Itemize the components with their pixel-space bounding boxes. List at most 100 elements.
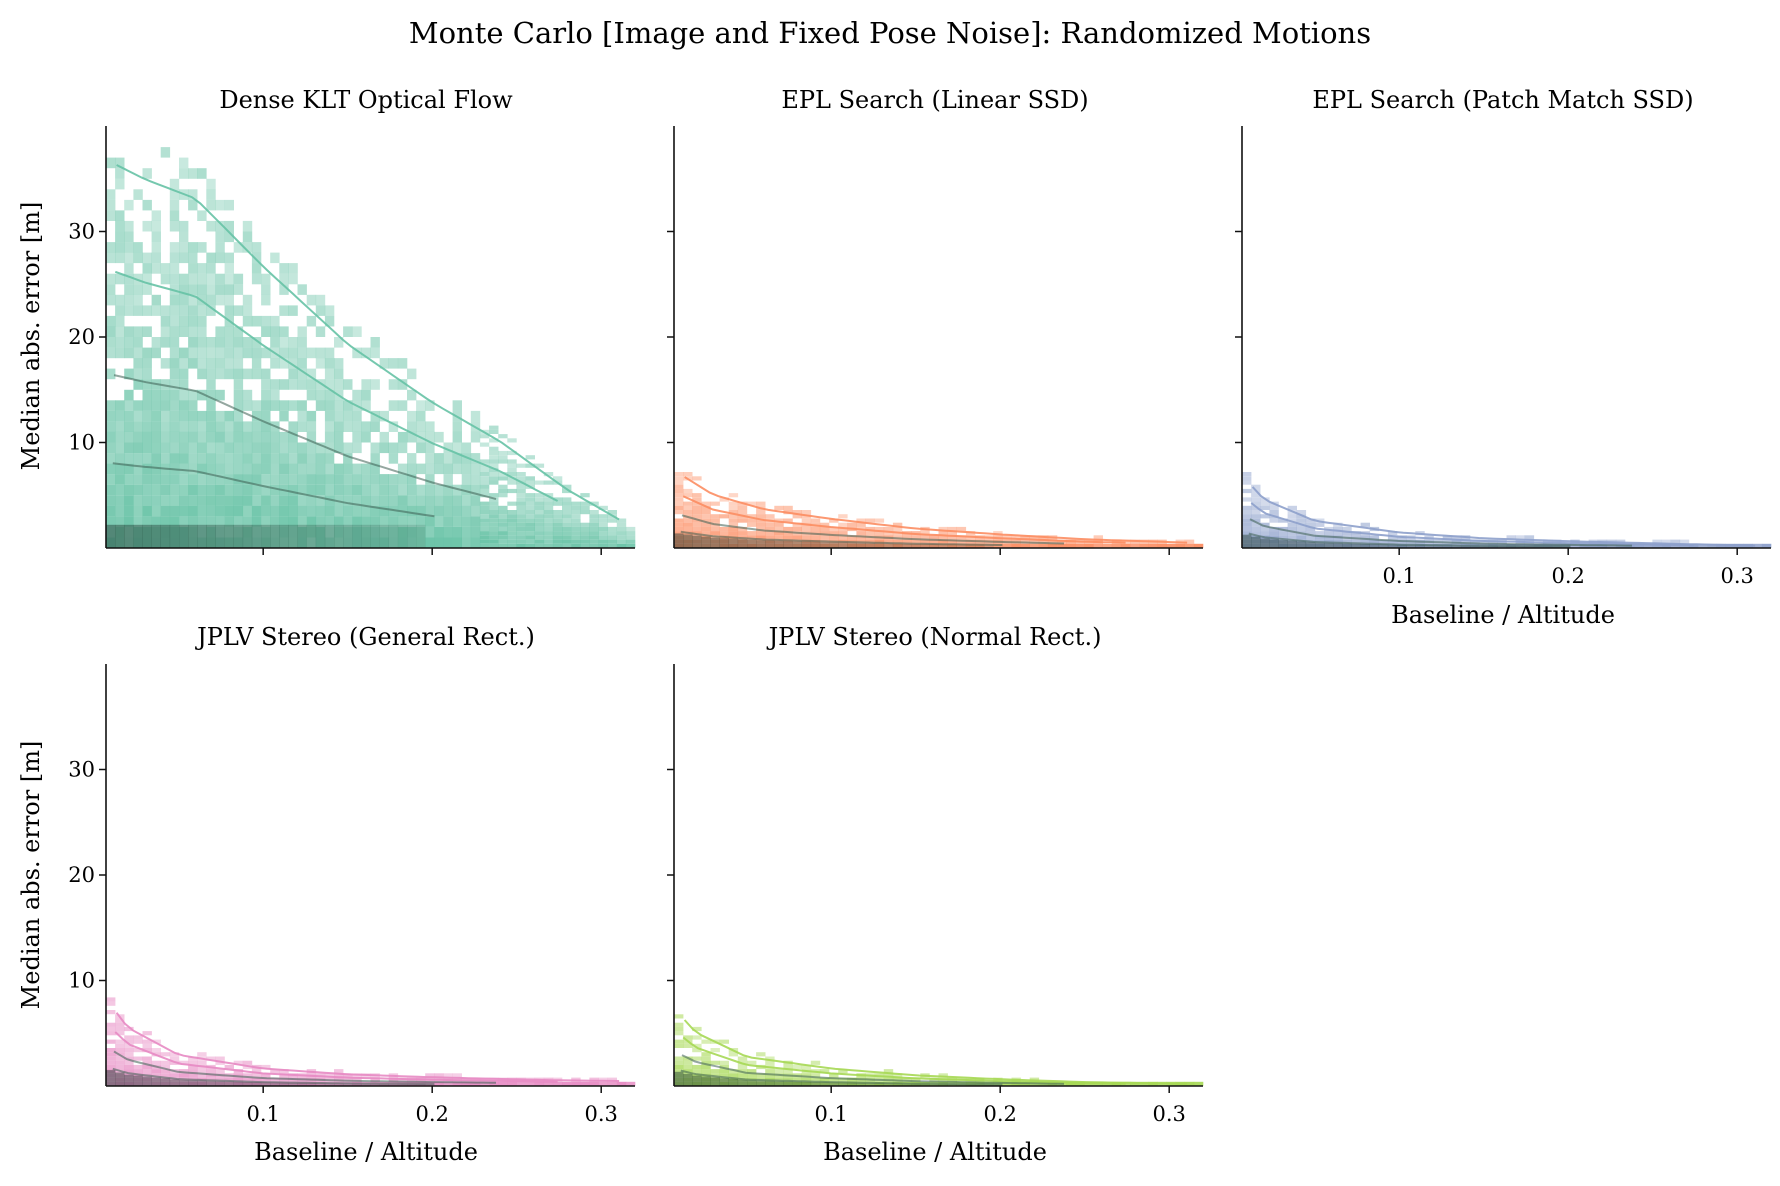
density-cell xyxy=(1369,543,1380,548)
density-cell xyxy=(1287,505,1297,510)
density-cell xyxy=(1360,539,1370,544)
density-cell xyxy=(1066,1081,1076,1086)
density-cell xyxy=(124,453,134,464)
density-cell xyxy=(315,347,326,359)
density-core-cell xyxy=(288,524,298,548)
density-cell xyxy=(737,1073,748,1078)
density-cell xyxy=(479,505,490,510)
density-cell xyxy=(242,463,253,475)
density-cell xyxy=(534,526,545,532)
density-core-cell xyxy=(215,524,225,548)
density-cell xyxy=(425,400,435,411)
density-cell xyxy=(133,252,143,264)
density-cell xyxy=(379,537,389,548)
density-cell xyxy=(416,484,426,496)
density-cell xyxy=(1102,543,1113,548)
density-cell xyxy=(525,493,535,498)
density-cell xyxy=(616,522,627,527)
density-cell xyxy=(1287,531,1297,536)
x-tick-label: 0.2 xyxy=(983,1102,1016,1126)
density-cell xyxy=(133,347,143,359)
density-cell xyxy=(315,358,326,369)
density-cell xyxy=(261,294,271,306)
density-cell xyxy=(765,522,775,527)
density-cell xyxy=(315,400,326,411)
density-cell xyxy=(498,514,508,519)
density-cell xyxy=(792,510,802,515)
density-cell xyxy=(525,501,535,506)
density-cell xyxy=(224,431,234,443)
density-cell xyxy=(279,337,289,348)
density-core-cell xyxy=(1479,546,1489,548)
contour-line xyxy=(113,374,497,500)
density-cell xyxy=(461,463,472,475)
density-cell xyxy=(674,518,684,523)
density-cell xyxy=(407,526,417,538)
density-cell xyxy=(115,1018,125,1023)
density-cell xyxy=(206,252,216,264)
density-cell xyxy=(151,347,161,359)
density-cell xyxy=(625,535,636,540)
density-cell xyxy=(507,501,517,506)
density-cell xyxy=(728,518,739,523)
density-core-cell xyxy=(1378,544,1389,548)
density-cell xyxy=(516,1081,526,1086)
density-cell xyxy=(361,389,371,401)
density-cell xyxy=(215,474,225,485)
density-cell xyxy=(334,537,344,548)
density-cell xyxy=(242,421,253,432)
density-cell xyxy=(188,516,198,527)
contour-line xyxy=(112,1067,435,1086)
density-core-cell xyxy=(765,540,775,548)
density-cell xyxy=(242,347,253,359)
density-cell xyxy=(160,315,171,327)
density-cell xyxy=(324,495,335,506)
density-cell xyxy=(115,337,125,348)
density-cell xyxy=(728,1052,739,1057)
density-cell xyxy=(534,514,545,519)
density-cell xyxy=(1342,539,1352,544)
density-cell xyxy=(270,442,280,454)
density-cell xyxy=(315,474,326,485)
density-core-cell xyxy=(938,1084,948,1086)
density-cell xyxy=(361,400,371,411)
density-cell xyxy=(343,495,353,506)
density-cell xyxy=(674,1031,684,1036)
density-cell xyxy=(160,1060,171,1065)
density-cell xyxy=(142,1064,152,1070)
density-cell xyxy=(865,518,875,523)
density-cell xyxy=(251,537,262,548)
density-cell xyxy=(489,425,499,430)
density-cell xyxy=(133,431,143,443)
density-cell xyxy=(562,1081,572,1086)
density-cell xyxy=(106,474,116,485)
density-cell xyxy=(151,1048,161,1053)
density-core-cell xyxy=(1305,542,1316,548)
density-cell xyxy=(352,526,362,538)
density-cell xyxy=(461,495,472,506)
density-core-cell xyxy=(911,544,921,548)
density-cell xyxy=(920,531,930,536)
density-cell xyxy=(562,501,572,506)
density-cell xyxy=(625,531,636,536)
density-cell xyxy=(197,410,207,422)
density-cell xyxy=(106,210,116,221)
density-cell xyxy=(765,514,775,519)
density-core-cell xyxy=(1460,545,1471,548)
density-cell xyxy=(288,516,298,527)
density-cell xyxy=(747,1073,757,1078)
density-cell xyxy=(580,510,590,515)
density-cell xyxy=(251,400,262,411)
density-cell xyxy=(133,368,143,380)
density-cell xyxy=(288,453,298,464)
density-cell xyxy=(224,326,234,337)
density-core-cell xyxy=(124,1074,134,1086)
density-cell xyxy=(251,1077,262,1082)
density-cell xyxy=(343,1073,353,1078)
density-cell xyxy=(1242,497,1252,502)
density-core-cell xyxy=(856,543,866,548)
density-cell xyxy=(242,389,253,401)
density-cell xyxy=(1342,526,1352,532)
density-cell xyxy=(115,1026,125,1032)
density-cell xyxy=(1387,531,1398,536)
